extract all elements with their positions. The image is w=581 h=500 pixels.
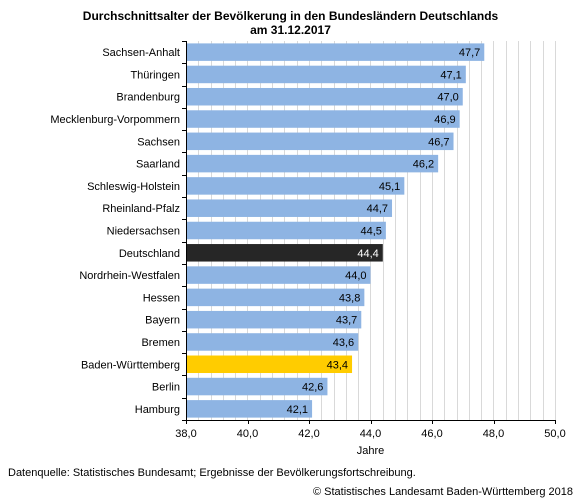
bar [186,87,463,106]
bar-value-label: 47,7 [459,47,480,59]
bar-value-label: 46,2 [413,159,434,171]
x-tick-label: 50,0 [544,428,565,440]
chart-title-line-1: Durchschnittsalter der Bevölkerung in de… [82,9,499,23]
category-label: Niedersachsen [107,226,180,238]
x-tick-label: 40,0 [237,428,258,440]
x-tick-label: 38,0 [175,428,196,440]
bar-value-label: 43,6 [333,337,354,349]
bar-value-label: 43,4 [327,359,348,371]
x-tick-label: 42,0 [298,428,319,440]
bar-value-label: 46,9 [434,114,455,126]
category-label: Schleswig-Holstein [87,181,180,193]
bar [186,221,386,240]
category-label: Hessen [143,292,180,304]
category-label: Brandenburg [116,92,180,104]
bar [186,377,328,396]
bar-value-label: 42,1 [287,404,308,416]
category-label: Thüringen [130,69,180,81]
bar [186,400,313,418]
bar-value-label: 44,4 [357,248,378,260]
category-label: Bremen [141,337,180,349]
bar [186,333,359,351]
category-label: Berlin [152,382,180,394]
bar [186,132,454,151]
bar-value-label: 44,7 [367,203,388,215]
bar [186,244,383,262]
category-label: Deutschland [119,248,180,260]
bar-value-label: 44,5 [360,226,381,238]
bar-value-label: 43,7 [336,315,357,327]
category-label: Hamburg [135,404,180,416]
copyright-note: © Statistisches Landesamt Baden-Württemb… [312,486,573,498]
category-label: Sachsen [137,136,180,148]
bar [186,43,485,61]
category-label: Saarland [136,159,180,171]
category-label: Mecklenburg-Vorpommern [50,114,180,126]
x-tick-label: 46,0 [421,428,442,440]
bar-value-label: 43,8 [339,292,360,304]
category-label: Baden-Württemberg [81,359,180,371]
bar [186,177,405,195]
x-tick-label: 48,0 [483,428,504,440]
category-label: Nordrhein-Westfalen [79,270,180,282]
bar-value-label: 46,7 [428,136,449,148]
bar-value-label: 47,0 [437,92,458,104]
bar [186,199,393,217]
bar [186,266,371,284]
bar-value-label: 47,1 [440,69,461,81]
x-axis-title: Jahre [357,445,385,457]
bar [186,154,439,173]
bar-value-label: 45,1 [379,181,400,193]
x-tick-label: 44,0 [360,428,381,440]
bar-value-label: 44,0 [345,270,366,282]
category-label: Sachsen-Anhalt [102,47,180,59]
category-label: Rheinland-Pfalz [102,203,180,215]
bar [186,288,365,307]
bar [186,65,466,84]
bar [186,355,353,374]
bar [186,310,362,329]
bar-value-label: 42,6 [302,382,323,394]
bar [186,110,460,128]
chart-title-line-2: am 31.12.2017 [250,23,331,37]
data-source-note: Datenquelle: Statistisches Bundesamt; Er… [8,467,416,479]
category-label: Bayern [145,315,180,327]
